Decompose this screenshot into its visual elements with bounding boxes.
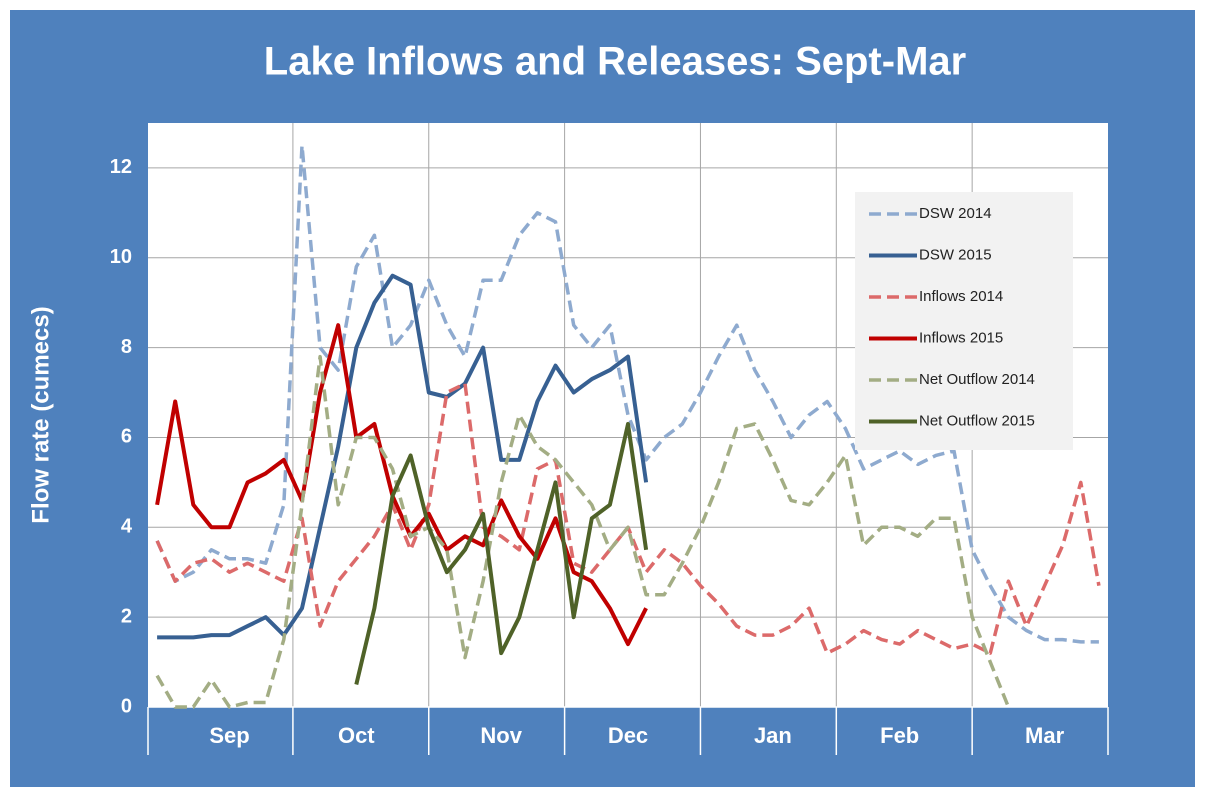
y-tick-label: 12 xyxy=(110,156,132,178)
x-tick-label: Dec xyxy=(608,723,648,748)
y-axis-label: Flow rate (cumecs) xyxy=(27,306,54,523)
x-tick-label: Mar xyxy=(1025,723,1065,748)
series-line xyxy=(155,354,1011,709)
series-line xyxy=(155,143,1099,644)
x-tick-label: Jan xyxy=(754,723,792,748)
chart-title: Lake Inflows and Releases: Sept-Mar xyxy=(264,40,966,84)
legend-label: DSW 2014 xyxy=(919,205,992,222)
y-tick-label: 2 xyxy=(121,605,132,627)
y-tick-label: 4 xyxy=(121,516,133,538)
legend-label: Inflows 2014 xyxy=(919,288,1003,305)
series-line xyxy=(354,422,649,685)
y-tick-label: 0 xyxy=(121,695,132,717)
legend-label: Net Outflow 2014 xyxy=(919,371,1035,388)
x-tick-label: Oct xyxy=(338,723,375,748)
series-line xyxy=(157,273,649,640)
y-tick-label: 10 xyxy=(110,246,132,268)
x-tick-label: Feb xyxy=(880,723,919,748)
legend-label: DSW 2015 xyxy=(919,246,992,263)
legend-label: Net Outflow 2015 xyxy=(919,412,1035,429)
x-tick-label: Sep xyxy=(209,723,249,748)
legend-label: Inflows 2015 xyxy=(919,329,1003,346)
y-tick-label: 8 xyxy=(121,336,132,358)
y-tick-label: 6 xyxy=(121,426,132,448)
legend-box xyxy=(855,192,1073,450)
x-tick-label: Nov xyxy=(480,723,522,748)
